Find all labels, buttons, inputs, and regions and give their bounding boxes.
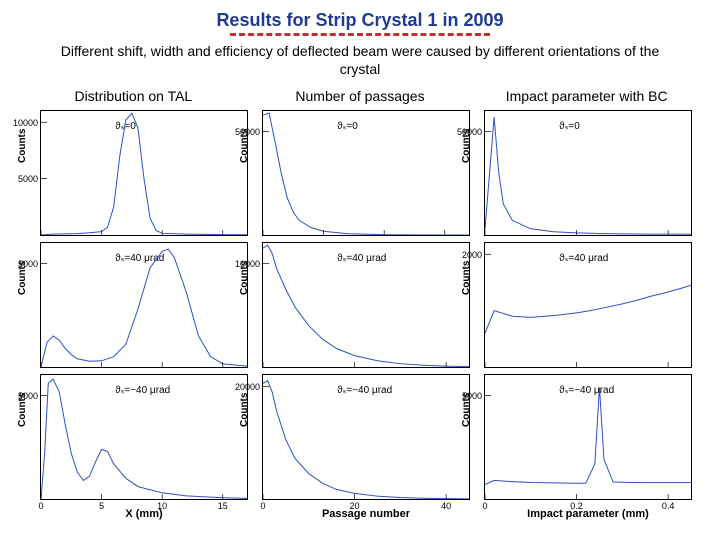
chart-panel: Counts10000ϑₛ=40 μrad bbox=[262, 242, 470, 368]
subtitle: Different shift, width and efficiency of… bbox=[0, 42, 720, 84]
chart-panel: Counts500000.20.4ϑₛ=−40 μrad bbox=[484, 374, 692, 500]
y-tick: 2000 bbox=[462, 250, 482, 260]
xlabel-row: X (mm) Passage number Impact parameter (… bbox=[0, 506, 720, 520]
chart-panel: Counts2000ϑₛ=40 μrad bbox=[484, 242, 692, 368]
x-tick: 10 bbox=[157, 501, 167, 511]
chart-panel: Counts50000ϑₛ=0 bbox=[262, 110, 470, 236]
chart-grid: Counts500010000ϑₛ=0Counts50000ϑₛ=0Counts… bbox=[0, 106, 720, 506]
column-headers: Distribution on TAL Number of passages I… bbox=[0, 84, 720, 106]
y-axis-label: Counts bbox=[461, 261, 472, 295]
col-header-2: Number of passages bbox=[247, 88, 474, 104]
chart-panel: Counts500010000ϑₛ=0 bbox=[40, 110, 248, 236]
x-tick: 0.4 bbox=[662, 501, 675, 511]
title-underline bbox=[230, 33, 490, 36]
y-tick: 5000 bbox=[18, 174, 38, 184]
x-tick: 0 bbox=[38, 501, 43, 511]
y-axis-label: Counts bbox=[239, 393, 250, 427]
col-header-1: Distribution on TAL bbox=[20, 88, 247, 104]
x-tick: 40 bbox=[441, 501, 451, 511]
y-axis-label: Counts bbox=[17, 129, 28, 163]
x-tick: 0 bbox=[260, 501, 265, 511]
y-tick: 20000 bbox=[235, 382, 260, 392]
x-tick: 5 bbox=[99, 501, 104, 511]
chart-panel: Counts5000ϑₛ=40 μrad bbox=[40, 242, 248, 368]
title-block: Results for Strip Crystal 1 in 2009 bbox=[0, 0, 720, 36]
chart-panel: Counts5000051015ϑₛ=−40 μrad bbox=[40, 374, 248, 500]
page-title: Results for Strip Crystal 1 in 2009 bbox=[0, 10, 720, 31]
x-tick: 0 bbox=[482, 501, 487, 511]
y-tick: 50000 bbox=[235, 127, 260, 137]
chart-panel: Counts2000002040ϑₛ=−40 μrad bbox=[262, 374, 470, 500]
y-tick: 50000 bbox=[457, 127, 482, 137]
col-header-3: Impact parameter with BC bbox=[473, 88, 700, 104]
y-tick: 5000 bbox=[18, 259, 38, 269]
y-tick: 5000 bbox=[462, 391, 482, 401]
chart-panel: Counts50000ϑₛ=0 bbox=[484, 110, 692, 236]
xlabel-2: Passage number bbox=[262, 508, 470, 520]
x-tick: 15 bbox=[218, 501, 228, 511]
xlabel-3: Impact parameter (mm) bbox=[484, 508, 692, 520]
y-tick: 10000 bbox=[235, 259, 260, 269]
y-tick: 5000 bbox=[18, 391, 38, 401]
y-tick: 10000 bbox=[13, 118, 38, 128]
x-tick: 20 bbox=[350, 501, 360, 511]
x-tick: 0.2 bbox=[570, 501, 583, 511]
